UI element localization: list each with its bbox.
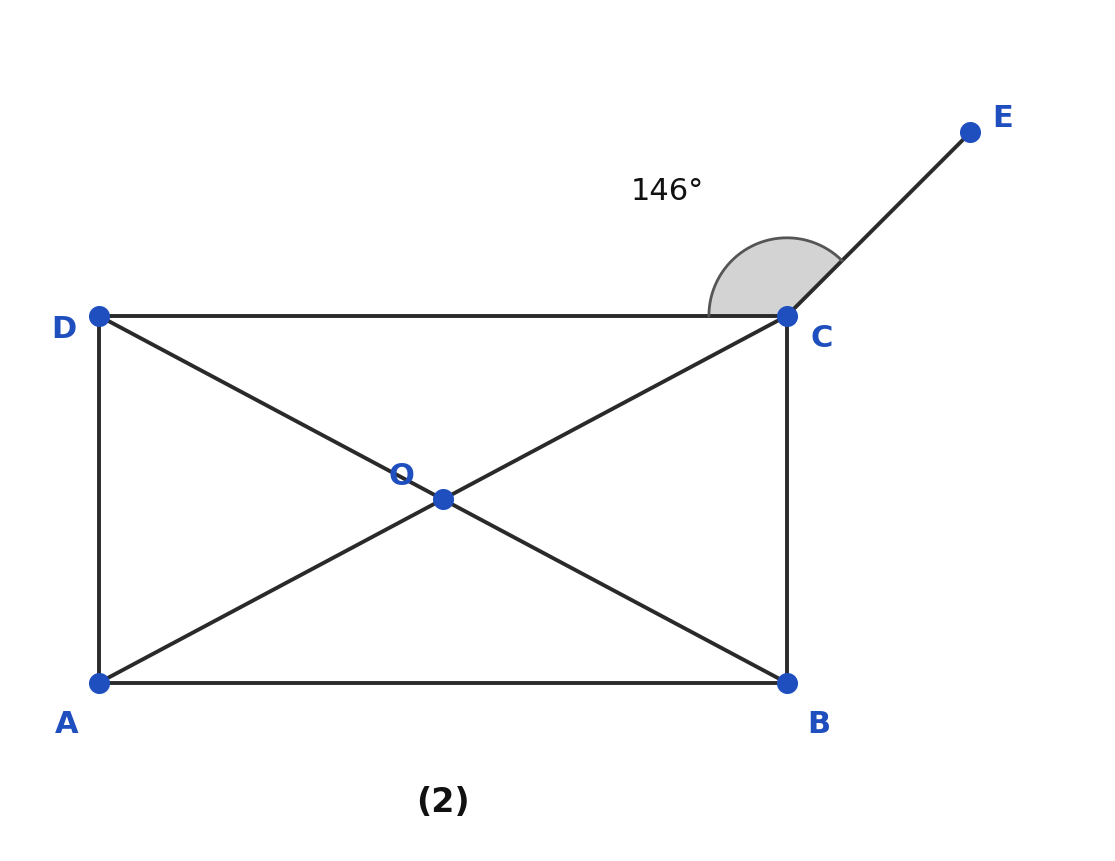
Text: A: A bbox=[55, 709, 78, 739]
Point bbox=[90, 309, 108, 323]
Point bbox=[961, 126, 979, 139]
Text: C: C bbox=[811, 325, 833, 353]
Text: (2): (2) bbox=[416, 785, 469, 819]
Point bbox=[778, 309, 796, 323]
Polygon shape bbox=[709, 238, 842, 316]
Text: O: O bbox=[388, 461, 415, 491]
Point bbox=[778, 676, 796, 690]
Point bbox=[434, 492, 452, 506]
Text: E: E bbox=[992, 104, 1012, 133]
Point bbox=[90, 676, 108, 690]
Text: B: B bbox=[807, 709, 831, 739]
Text: 146°: 146° bbox=[631, 177, 705, 207]
Text: D: D bbox=[51, 315, 77, 344]
